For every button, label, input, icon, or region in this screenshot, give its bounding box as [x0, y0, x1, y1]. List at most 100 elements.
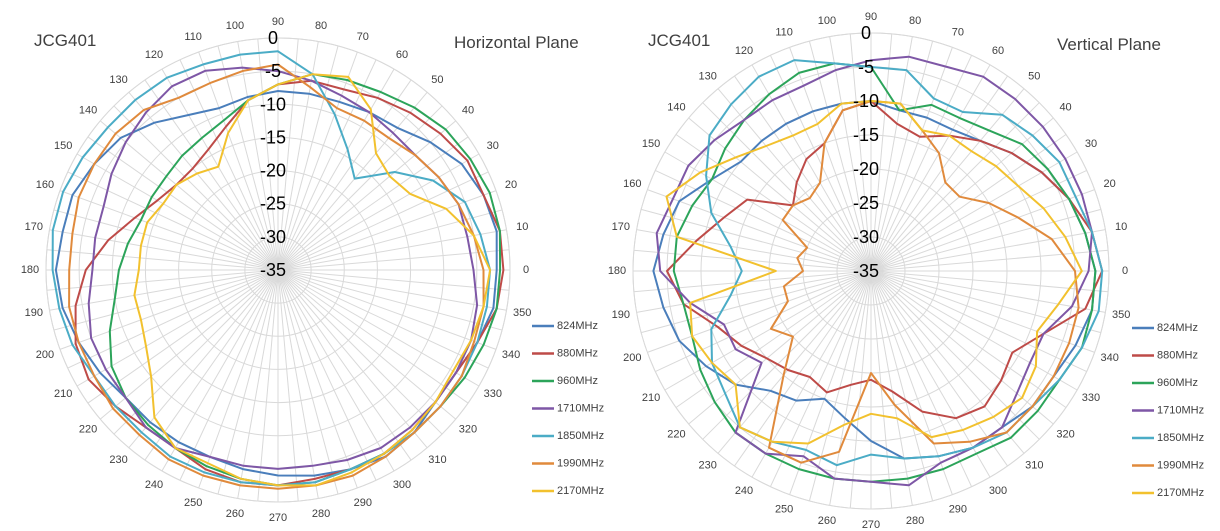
grid-spoke	[870, 64, 991, 272]
angle-tick-label: 340	[1101, 352, 1119, 364]
grid-spoke	[870, 40, 934, 272]
series-line-1990MHz	[68, 63, 485, 490]
grid-spoke	[870, 270, 973, 487]
radial-tick-label: 0	[861, 23, 871, 43]
angle-tick-label: 280	[906, 515, 924, 527]
grid-spoke	[870, 229, 1106, 272]
grid-spoke	[179, 269, 279, 481]
grid-spoke	[87, 269, 279, 404]
angle-tick-label: 120	[735, 45, 753, 57]
radial-tick-label: -35	[853, 261, 879, 281]
angle-tick-label: 200	[36, 349, 54, 361]
grid-spoke	[277, 51, 358, 271]
grid-spoke	[655, 270, 872, 373]
radial-tick-label: 0	[268, 28, 278, 48]
grid-spoke	[277, 269, 412, 461]
grid-spoke	[277, 209, 503, 271]
grid-spoke	[53, 209, 279, 271]
grid-spoke	[688, 117, 872, 272]
grid-spoke	[277, 269, 339, 495]
angle-tick-label: 130	[109, 74, 127, 86]
grid-spoke	[870, 270, 1054, 425]
grid-spoke	[53, 269, 279, 331]
grid-spoke	[870, 270, 953, 495]
angle-tick-label: 240	[735, 485, 753, 497]
angle-tick-label: 190	[612, 309, 630, 321]
angle-tick-label: 180	[21, 264, 39, 276]
series-line-2170MHz	[665, 100, 1083, 445]
grid-spoke	[144, 79, 279, 271]
grid-spoke	[829, 36, 872, 272]
series-line-1990MHz	[768, 100, 1080, 464]
plane-title: Horizontal Plane	[454, 33, 579, 52]
radial-tick-label: -10	[853, 91, 879, 111]
angle-tick-label: 270	[269, 512, 287, 524]
grid-spoke	[277, 229, 507, 271]
grid-spoke	[751, 270, 872, 478]
grid-spoke	[59, 190, 279, 271]
grid-spoke	[217, 45, 279, 271]
grid-spoke	[870, 102, 1040, 272]
grid-spoke	[59, 269, 279, 350]
angle-tick-label: 180	[608, 265, 626, 277]
angle-tick-label: 260	[818, 515, 836, 527]
grid-spoke	[870, 270, 1109, 293]
angle-tick-label: 90	[865, 11, 877, 23]
angle-tick-label: 190	[25, 307, 43, 319]
angle-tick-label: 220	[667, 428, 685, 440]
angle-tick-label: 0	[523, 264, 529, 276]
angle-tick-label: 270	[862, 519, 880, 531]
angle-tick-label: 330	[1082, 392, 1100, 404]
grid-spoke	[257, 269, 279, 502]
grid-spoke	[633, 270, 872, 293]
grid-spoke	[217, 269, 279, 495]
angle-tick-label: 80	[315, 20, 327, 32]
grid-spoke	[655, 169, 872, 272]
grid-spoke	[751, 64, 872, 272]
grid-spoke	[128, 269, 279, 449]
grid-spoke	[179, 59, 279, 271]
legend-label: 1990MHz	[557, 458, 604, 470]
grid-spoke	[870, 270, 1067, 408]
grid-spoke	[870, 270, 1087, 373]
grid-spoke	[870, 36, 913, 272]
grid-spoke	[277, 120, 457, 271]
grid-spoke	[849, 270, 872, 509]
angle-tick-label: 250	[775, 504, 793, 516]
angle-tick-label: 0	[1122, 265, 1128, 277]
radial-tick-label: -10	[260, 94, 286, 114]
grid-spoke	[277, 269, 395, 472]
model-title: JCG401	[34, 31, 96, 50]
angle-tick-label: 350	[513, 307, 531, 319]
grid-spoke	[870, 208, 1102, 272]
radial-tick-label: -35	[260, 260, 286, 280]
grid-spoke	[277, 269, 510, 291]
grid-spoke	[277, 105, 443, 271]
legend-label: 2170MHz	[1157, 487, 1204, 499]
angle-tick-label: 170	[612, 221, 630, 233]
polar-chart-1: 0 -5 -10 -15 -20 -25 -30 -35 0 10 20 30 40 50 60 70 80 90…	[21, 16, 604, 524]
angle-tick-label: 10	[516, 221, 528, 233]
grid-spoke	[49, 229, 279, 271]
angle-tick-label: 310	[1025, 460, 1043, 472]
radial-tick-label: -30	[260, 227, 286, 247]
grid-spoke	[161, 269, 279, 472]
radial-tick-label: -30	[853, 227, 879, 247]
plane-title: Vertical Plane	[1057, 35, 1161, 54]
series-line-1850MHz	[705, 59, 1104, 467]
angle-tick-label: 70	[952, 26, 964, 38]
grid-spoke	[870, 189, 1095, 272]
angle-tick-label: 130	[699, 70, 717, 82]
grid-spoke	[870, 270, 1008, 467]
angle-tick-label: 210	[642, 392, 660, 404]
grid-spoke	[870, 249, 1109, 272]
legend: 824MHz 880MHz 960MHz 1710MHz 1850MHz 1990MHz 2…	[532, 320, 604, 497]
grid-spoke	[870, 55, 973, 272]
angle-tick-label: 50	[431, 74, 443, 86]
grid-spoke	[277, 91, 428, 271]
angle-tick-label: 160	[623, 178, 641, 190]
grid-spoke	[870, 270, 1078, 391]
grid-spoke	[277, 45, 339, 271]
grid-spoke	[870, 270, 1040, 440]
grid-spoke	[870, 117, 1054, 272]
